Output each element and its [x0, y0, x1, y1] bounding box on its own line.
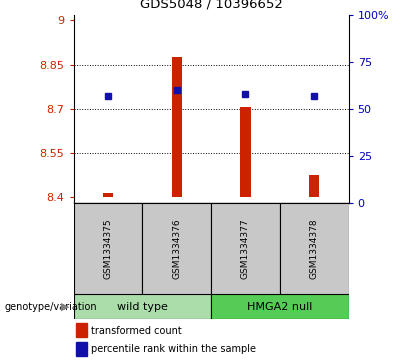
Text: HMGA2 null: HMGA2 null [247, 302, 312, 312]
Text: transformed count: transformed count [92, 326, 182, 336]
Text: GSM1334378: GSM1334378 [310, 218, 319, 279]
Bar [280, 203, 349, 294]
Bar [309, 175, 319, 197]
Bar [74, 203, 142, 294]
Text: ▶: ▶ [61, 302, 69, 312]
Title: GDS5048 / 10396652: GDS5048 / 10396652 [139, 0, 283, 11]
Text: GSM1334377: GSM1334377 [241, 218, 250, 279]
Bar [240, 107, 251, 197]
Bar [211, 203, 280, 294]
Bar [74, 294, 211, 319]
Bar [142, 203, 211, 294]
Bar [211, 294, 349, 319]
Text: genotype/variation: genotype/variation [4, 302, 97, 312]
Bar [76, 342, 87, 356]
Bar [76, 323, 87, 338]
Bar [171, 57, 182, 197]
Bar [103, 193, 113, 197]
Text: GSM1334376: GSM1334376 [172, 218, 181, 279]
Text: GSM1334375: GSM1334375 [103, 218, 113, 279]
Text: percentile rank within the sample: percentile rank within the sample [92, 344, 256, 354]
Text: wild type: wild type [117, 302, 168, 312]
